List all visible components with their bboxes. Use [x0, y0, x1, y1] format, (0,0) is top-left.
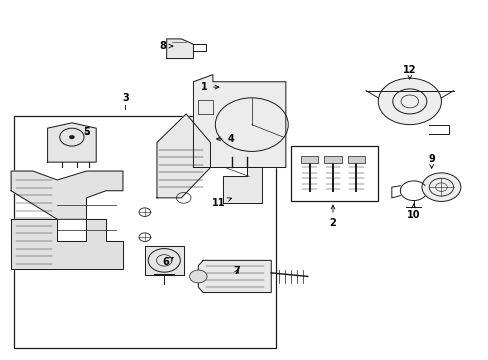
- Text: 5: 5: [83, 127, 90, 137]
- Bar: [300, 157, 318, 163]
- Circle shape: [69, 135, 74, 139]
- Text: 1: 1: [201, 82, 219, 92]
- Polygon shape: [11, 171, 122, 219]
- Polygon shape: [166, 39, 193, 59]
- Bar: [290, 146, 377, 202]
- Bar: [347, 157, 365, 163]
- Polygon shape: [144, 246, 183, 275]
- Text: 8: 8: [160, 41, 172, 51]
- Text: 3: 3: [122, 93, 128, 103]
- Bar: [14, 116, 276, 348]
- Bar: [324, 157, 341, 163]
- Text: 11: 11: [211, 198, 231, 208]
- Polygon shape: [47, 123, 96, 162]
- Polygon shape: [222, 167, 261, 203]
- Text: 6: 6: [162, 257, 173, 267]
- Circle shape: [421, 173, 460, 202]
- Text: 7: 7: [233, 266, 240, 276]
- Text: 9: 9: [427, 154, 434, 168]
- Circle shape: [189, 270, 206, 283]
- Polygon shape: [198, 260, 271, 293]
- Text: 10: 10: [406, 204, 420, 220]
- Circle shape: [377, 78, 441, 125]
- Text: 12: 12: [402, 64, 416, 79]
- Polygon shape: [11, 219, 122, 269]
- Text: 2: 2: [329, 205, 336, 228]
- Polygon shape: [157, 114, 210, 198]
- Polygon shape: [193, 75, 285, 167]
- Text: 4: 4: [216, 134, 234, 144]
